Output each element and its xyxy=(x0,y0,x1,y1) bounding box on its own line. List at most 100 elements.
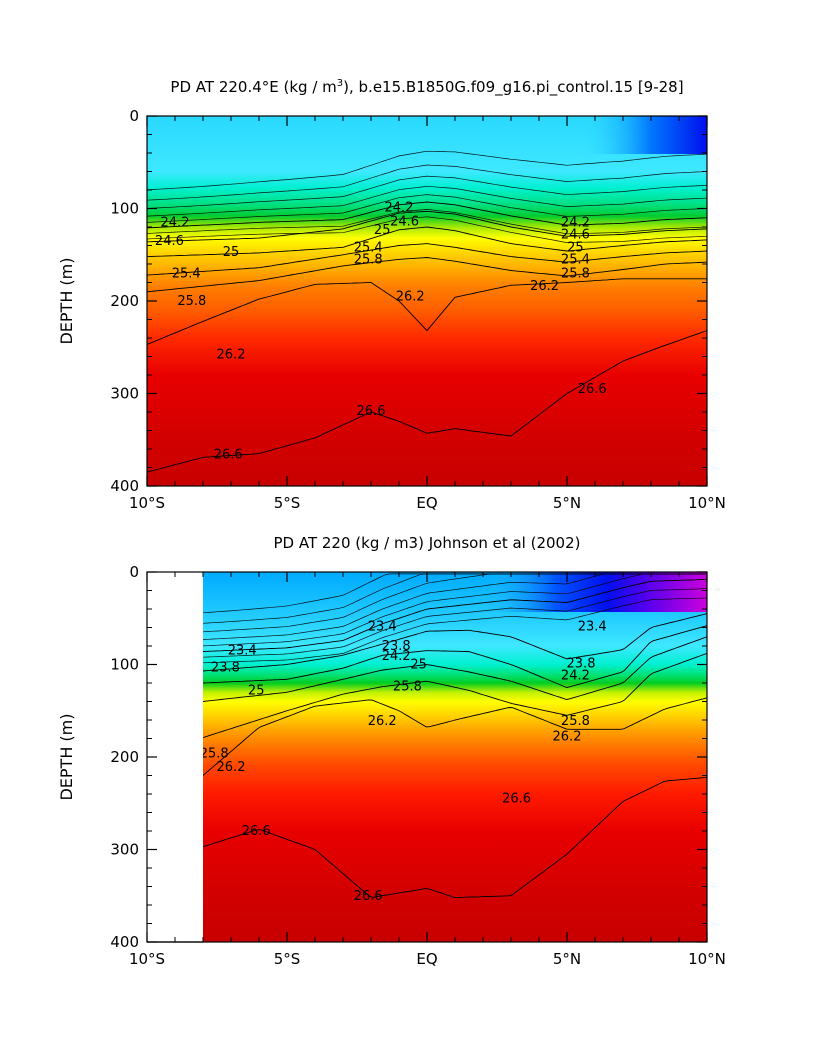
y-tick-label: 300 xyxy=(110,385,139,403)
isopycnal-line xyxy=(203,588,707,658)
contour-label: 24.2 xyxy=(161,215,190,230)
contour-label: 26.6 xyxy=(578,382,607,397)
y-tick-label: 200 xyxy=(110,292,139,310)
contour-label: 25 xyxy=(223,245,240,260)
contour-line-26-2 xyxy=(203,697,707,776)
contour-label: 25.4 xyxy=(354,240,383,255)
contour-line-24-2 xyxy=(147,201,707,229)
y-tick-label: 0 xyxy=(129,563,139,581)
isopycnal-line xyxy=(147,150,707,191)
contour-label: 25.8 xyxy=(354,252,383,267)
contour-label: 25 xyxy=(410,658,427,673)
contour-label: 23.8 xyxy=(382,639,411,654)
model-panel: PD AT 220.4°E (kg / m3), b.e15.B1850G.f0… xyxy=(57,78,726,512)
contour-label: 23.4 xyxy=(368,620,397,635)
observation-field-gradient xyxy=(203,572,707,942)
contour-label: 26.6 xyxy=(357,404,386,419)
y-tick-label: 100 xyxy=(110,200,139,218)
model-ylabel: DEPTH (m) xyxy=(57,257,76,344)
observation-colorfill xyxy=(203,572,707,942)
isopycnal-line xyxy=(147,209,707,235)
contour-label: 26.2 xyxy=(368,714,397,729)
x-tick-label: 5°S xyxy=(274,494,301,512)
contour-label: 23.8 xyxy=(211,660,240,675)
observation-ylabel: DEPTH (m) xyxy=(57,713,76,800)
contour-label: 24.2 xyxy=(561,669,590,684)
contour-label: 26.2 xyxy=(396,289,425,304)
model-colorfill xyxy=(147,116,707,486)
isopycnal-line xyxy=(147,185,707,217)
contour-label: 23.4 xyxy=(228,644,257,659)
isopycnal-line xyxy=(203,573,707,647)
model-field-gradient xyxy=(147,116,707,486)
contour-label: 25 xyxy=(567,240,584,255)
isopycnal-line xyxy=(203,597,707,664)
x-tick-label: 10°N xyxy=(688,494,726,512)
model-panel-title: PD AT 220.4°E (kg / m3), b.e15.B1850G.f0… xyxy=(170,78,683,97)
contour-line-23-8 xyxy=(203,613,707,672)
contour-line-25-8 xyxy=(203,652,707,739)
y-tick-label: 100 xyxy=(110,656,139,674)
contour-line-26-2 xyxy=(147,278,707,345)
contour-label: 24.2 xyxy=(385,201,414,216)
y-tick-label: 400 xyxy=(110,933,139,951)
isopycnal-line xyxy=(147,164,707,201)
contour-line-25-4 xyxy=(147,243,707,276)
x-tick-label: 5°S xyxy=(274,950,301,968)
contour-label: 24.6 xyxy=(155,234,184,249)
contour-label: 25.8 xyxy=(393,680,422,695)
x-tick-label: 10°S xyxy=(129,950,165,968)
contour-label: 25.8 xyxy=(561,714,590,729)
y-tick-label: 0 xyxy=(129,107,139,125)
contour-line-25 xyxy=(203,636,707,702)
x-tick-label: 10°S xyxy=(129,494,165,512)
contour-label: 26.2 xyxy=(217,760,246,775)
contour-line-26-6 xyxy=(147,330,707,473)
contour-label: 23.8 xyxy=(567,657,596,672)
observation-axis-ticks: 10°S 5°S EQ 5°N 10°N 0 100 200 300 400 xyxy=(110,563,726,968)
contour-label: 25.8 xyxy=(561,266,590,281)
contour-label: 26.6 xyxy=(354,889,383,904)
contour-line-26-6 xyxy=(203,776,707,899)
observation-panel: PD AT 220 (kg / m3) Johnson et al (2002)… xyxy=(57,534,726,968)
isopycnal-line xyxy=(147,175,707,209)
x-tick-label: 10°N xyxy=(688,950,726,968)
model-upper-ocean-bands xyxy=(147,150,707,243)
contour-label: 25 xyxy=(374,223,391,238)
contour-label: 26.2 xyxy=(217,348,246,363)
x-tick-label: 5°N xyxy=(553,950,581,968)
contour-label: 24.6 xyxy=(561,227,590,242)
y-tick-label: 300 xyxy=(110,841,139,859)
contour-label: 25.4 xyxy=(561,252,590,267)
model-contour-lines xyxy=(147,201,707,473)
contour-label: 24.6 xyxy=(390,214,419,229)
contour-line-25 xyxy=(147,226,707,258)
contour-label: 26.6 xyxy=(214,448,243,463)
y-tick-label: 200 xyxy=(110,748,139,766)
isopycnal-line xyxy=(147,216,707,243)
contour-label: 25.8 xyxy=(200,746,229,761)
contour-label: 25 xyxy=(248,683,265,698)
contour-line-23-4 xyxy=(203,578,707,652)
x-tick-label: 5°N xyxy=(553,494,581,512)
x-tick-label: EQ xyxy=(416,494,437,512)
contour-label: 24.2 xyxy=(561,215,590,230)
observation-contour-labels: 23.423.4 23.423.823.823.824.224.2252525.8… xyxy=(200,620,607,904)
contour-label: 25.4 xyxy=(172,266,201,281)
model-axis-ticks: 10°S 5°S EQ 5°N 10°N 0 100 200 300 400 xyxy=(110,107,726,512)
observation-panel-title: PD AT 220 (kg / m3) Johnson et al (2002) xyxy=(274,534,581,552)
contour-line-25-8 xyxy=(147,257,707,293)
contour-label: 26.2 xyxy=(553,730,582,745)
contour-label: 26.6 xyxy=(242,824,271,839)
y-tick-label: 400 xyxy=(110,477,139,495)
observation-contour-lines xyxy=(203,578,707,899)
contour-line-24-6 xyxy=(147,210,707,243)
contour-label: 26.2 xyxy=(530,279,559,294)
contour-label: 26.6 xyxy=(502,792,531,807)
contour-label: 23.4 xyxy=(578,620,607,635)
contour-label: 25.8 xyxy=(177,294,206,309)
isopycnal-line xyxy=(147,194,707,223)
model-contour-labels: 24.224.224.224.624.624.625252525.425.425… xyxy=(155,201,607,463)
contour-line-24-2 xyxy=(203,625,707,688)
